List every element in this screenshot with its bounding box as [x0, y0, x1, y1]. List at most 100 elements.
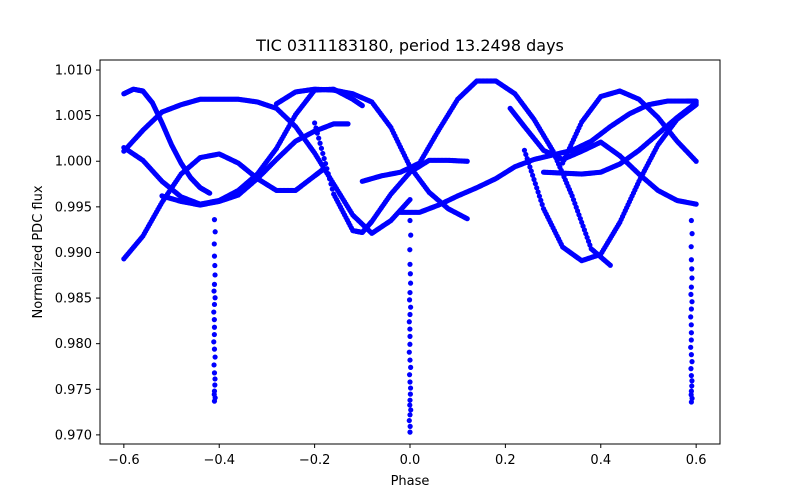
- y-tick-label: 1.005: [55, 109, 92, 124]
- y-tick-label: 0.985: [55, 292, 92, 307]
- data-point: [359, 103, 365, 109]
- data-point: [407, 289, 413, 296]
- data-point-fill: [325, 171, 331, 177]
- x-tick-label: 0.4: [590, 453, 611, 468]
- data-point-fill: [689, 359, 695, 365]
- data-point: [312, 120, 318, 126]
- data-point-fill: [327, 176, 333, 182]
- data-point: [688, 284, 694, 290]
- data-point-fill: [212, 354, 218, 360]
- data-point-fill: [407, 280, 414, 286]
- x-tick-label: 0.0: [400, 453, 421, 468]
- data-point-fill: [328, 181, 334, 187]
- data-point-fill: [211, 317, 217, 323]
- data-point: [211, 281, 218, 287]
- data-point: [464, 158, 470, 164]
- data-point: [211, 217, 218, 223]
- data-point-fill: [320, 150, 326, 157]
- data-point-fill: [329, 186, 335, 192]
- data-point-fill: [324, 166, 330, 172]
- data-point-fill: [689, 266, 695, 272]
- y-axis-label: Normalized PDC flux: [31, 185, 46, 318]
- data-point-fill: [322, 160, 329, 167]
- data-point-fill: [688, 344, 694, 350]
- data-point-fill: [407, 271, 413, 277]
- data-point: [407, 379, 413, 385]
- x-tick-label: −0.2: [299, 453, 331, 468]
- data-point: [407, 429, 413, 435]
- data-point: [407, 196, 413, 203]
- data-point-fill: [689, 383, 695, 389]
- data-point-fill: [534, 185, 540, 191]
- data-point-fill: [527, 164, 533, 170]
- data-point-fill: [689, 275, 695, 281]
- data-point-fill: [689, 299, 695, 305]
- data-point: [688, 330, 694, 336]
- data-point-fill: [535, 189, 541, 195]
- data-point: [688, 352, 694, 358]
- data-point: [211, 346, 218, 352]
- data-point: [688, 399, 694, 405]
- data-point: [607, 262, 613, 268]
- data-point-fill: [407, 326, 413, 332]
- data-point-fill: [212, 376, 218, 382]
- data-point-fill: [407, 341, 413, 347]
- data-point-fill: [689, 231, 695, 237]
- data-point: [407, 397, 413, 403]
- data-point-fill: [539, 201, 545, 208]
- x-tick-label: −0.4: [203, 453, 235, 468]
- data-point: [693, 158, 699, 164]
- data-point-fill: [406, 297, 413, 303]
- data-point-fill: [688, 322, 694, 328]
- data-point-fill: [211, 288, 217, 294]
- data-point: [693, 102, 699, 108]
- data-point-fill: [314, 130, 320, 136]
- data-point: [693, 201, 699, 207]
- data-point: [211, 301, 218, 308]
- data-point-fill: [212, 382, 218, 388]
- data-point: [407, 333, 413, 339]
- data-point-fill: [321, 155, 327, 162]
- data-point-fill: [211, 241, 217, 247]
- data-point-fill: [688, 337, 694, 343]
- data-point-fill: [313, 125, 319, 131]
- data-point-fill: [530, 172, 536, 178]
- data-point-fill: [688, 244, 694, 250]
- data-point-fill: [407, 402, 413, 408]
- x-axis: −0.6 −0.4 −0.2 0.0 0.2 0.4 0.6: [108, 444, 706, 468]
- data-point-fill: [524, 156, 530, 162]
- data-point-fill: [407, 247, 413, 253]
- y-tick-label: 0.990: [55, 246, 92, 261]
- data-point-fill: [407, 391, 413, 397]
- data-point-fill: [211, 339, 217, 345]
- data-point: [211, 398, 218, 404]
- data-point: [207, 190, 213, 196]
- y-tick-label: 0.980: [55, 337, 92, 352]
- data-points: [121, 78, 699, 435]
- y-axis: 0.970 0.975 0.980 0.985 0.990 0.995 1.000 1.005…: [55, 64, 100, 443]
- data-point: [345, 121, 351, 127]
- y-tick-label: 0.995: [55, 200, 92, 215]
- data-point: [688, 372, 694, 379]
- data-point-fill: [408, 364, 414, 370]
- y-tick-label: 1.010: [55, 64, 92, 79]
- data-point-fill: [688, 291, 694, 298]
- data-point-fill: [536, 193, 543, 199]
- data-point-fill: [316, 135, 322, 141]
- data-point-fill: [408, 407, 414, 413]
- data-point-fill: [525, 160, 532, 166]
- data-point-fill: [211, 331, 217, 338]
- data-point-fill: [406, 372, 413, 378]
- data-point: [407, 261, 413, 267]
- data-point: [688, 306, 694, 312]
- data-point-fill: [212, 229, 218, 235]
- data-point: [407, 217, 413, 224]
- data-point-fill: [531, 176, 537, 183]
- data-point-fill: [689, 378, 695, 384]
- data-point-fill: [688, 314, 694, 320]
- chart-title: TIC 0311183180, period 13.2498 days: [255, 36, 564, 55]
- data-point-fill: [523, 151, 529, 158]
- data-point-fill: [406, 417, 412, 424]
